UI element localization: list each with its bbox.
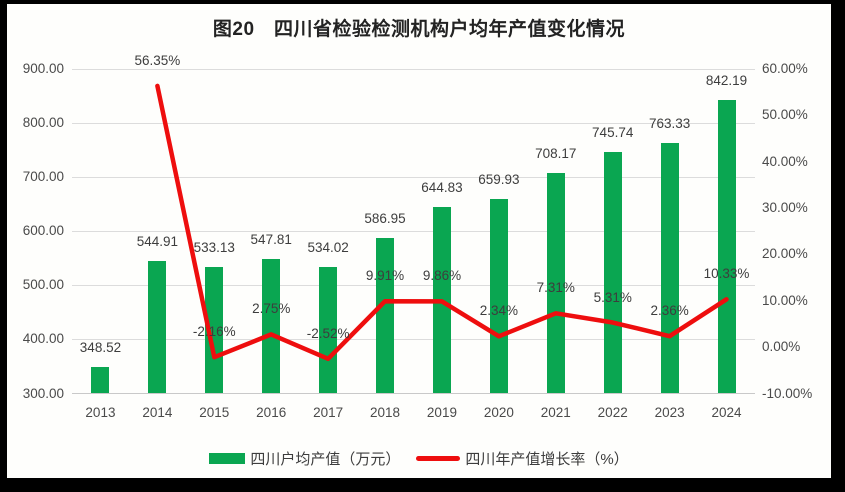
line-value-label: 2.36% [650, 303, 689, 319]
bar [717, 100, 736, 394]
bar [660, 142, 679, 394]
x-axis-label: 2018 [370, 405, 401, 420]
bar [432, 207, 451, 394]
right-axis-tick-label: 0.00% [762, 339, 801, 355]
right-axis-tick-label: 20.00% [762, 246, 808, 262]
line-value-label: 5.31% [593, 289, 632, 305]
x-axis-label: 2013 [85, 405, 116, 420]
line-value-label: 10.33% [703, 266, 750, 282]
bar [603, 152, 622, 394]
legend-item-line-series: 四川年产值增长率（%） [416, 448, 629, 469]
bar-value-label: 763.33 [648, 115, 691, 131]
bar [262, 259, 281, 394]
bar-value-label: 348.52 [79, 340, 122, 356]
legend-item-bar-series: 四川户均产值（万元） [209, 448, 400, 469]
bar [489, 198, 508, 394]
left-axis-tick-label: 700.00 [22, 169, 64, 185]
x-axis-label: 2022 [597, 405, 628, 420]
gridline [72, 68, 755, 70]
left-axis-tick-label: 900.00 [22, 61, 64, 76]
bar-value-label: 708.17 [535, 145, 577, 161]
legend: 四川户均产值（万元） 四川年产值增长率（%） [7, 448, 831, 468]
bar-value-label: 745.74 [592, 125, 634, 141]
line-value-label: 2.75% [252, 301, 291, 317]
x-axis-label: 2016 [256, 405, 287, 420]
x-axis-label: 2015 [199, 405, 230, 420]
x-axis-label: 2021 [540, 405, 571, 420]
line-value-label: 2.34% [479, 303, 519, 319]
x-axis-label: 2023 [654, 405, 685, 420]
bar-value-label: 534.02 [307, 239, 349, 255]
bar-value-label: 586.95 [364, 211, 406, 227]
left-axis-tick-label: 300.00 [22, 385, 64, 401]
bar-series-swatch-icon [209, 452, 246, 464]
line-value-label: 7.31% [536, 280, 575, 296]
right-axis-tick-label: -10.00% [762, 385, 813, 401]
x-axis-label: 2014 [142, 405, 173, 420]
line-value-label: 9.86% [422, 268, 462, 284]
left-axis-tick-label: 800.00 [22, 115, 64, 131]
x-axis-label: 2019 [426, 405, 457, 420]
x-axis-label: 2024 [711, 405, 742, 420]
left-axis-tick-label: 400.00 [22, 331, 64, 347]
right-axis-tick-label: 30.00% [762, 200, 808, 216]
left-axis-tick-label: 600.00 [22, 223, 64, 239]
line-value-label: 56.35% [134, 52, 181, 68]
bar-value-label: 547.81 [250, 232, 292, 248]
gridline [72, 176, 755, 178]
right-axis-tick-label: 60.00% [762, 61, 808, 76]
line-value-label: -2.16% [192, 324, 236, 340]
right-axis-tick-label: 40.00% [762, 153, 808, 169]
x-axis-label: 2020 [483, 405, 514, 420]
line-series-swatch-icon [416, 455, 461, 461]
chart-title: 图20 四川省检验检测机构户均年产值变化情况 [212, 19, 626, 40]
bar-value-label: 544.91 [136, 234, 179, 250]
line-value-label: 9.91% [365, 268, 405, 284]
bar [91, 367, 110, 394]
bar [376, 238, 395, 394]
bar-value-label: 644.83 [421, 180, 463, 195]
legend-bar-series-label: 四川户均产值（万元） [250, 450, 401, 468]
gridline [72, 284, 755, 286]
line-value-label: -2.52% [306, 325, 350, 341]
legend-line-series-label: 四川年产值增长率（%） [465, 450, 629, 468]
bar-value-label: 659.93 [478, 171, 520, 187]
bar-value-label: 842.19 [705, 73, 748, 89]
bar [148, 261, 167, 394]
x-axis-label: 2017 [313, 405, 344, 420]
x-axis-line [72, 393, 755, 394]
gridline [72, 230, 755, 232]
bar-value-label: 533.13 [193, 240, 235, 256]
right-axis-tick-label: 10.00% [762, 292, 808, 308]
left-axis-tick-label: 500.00 [22, 277, 64, 293]
right-axis-tick-label: 50.00% [762, 107, 808, 123]
